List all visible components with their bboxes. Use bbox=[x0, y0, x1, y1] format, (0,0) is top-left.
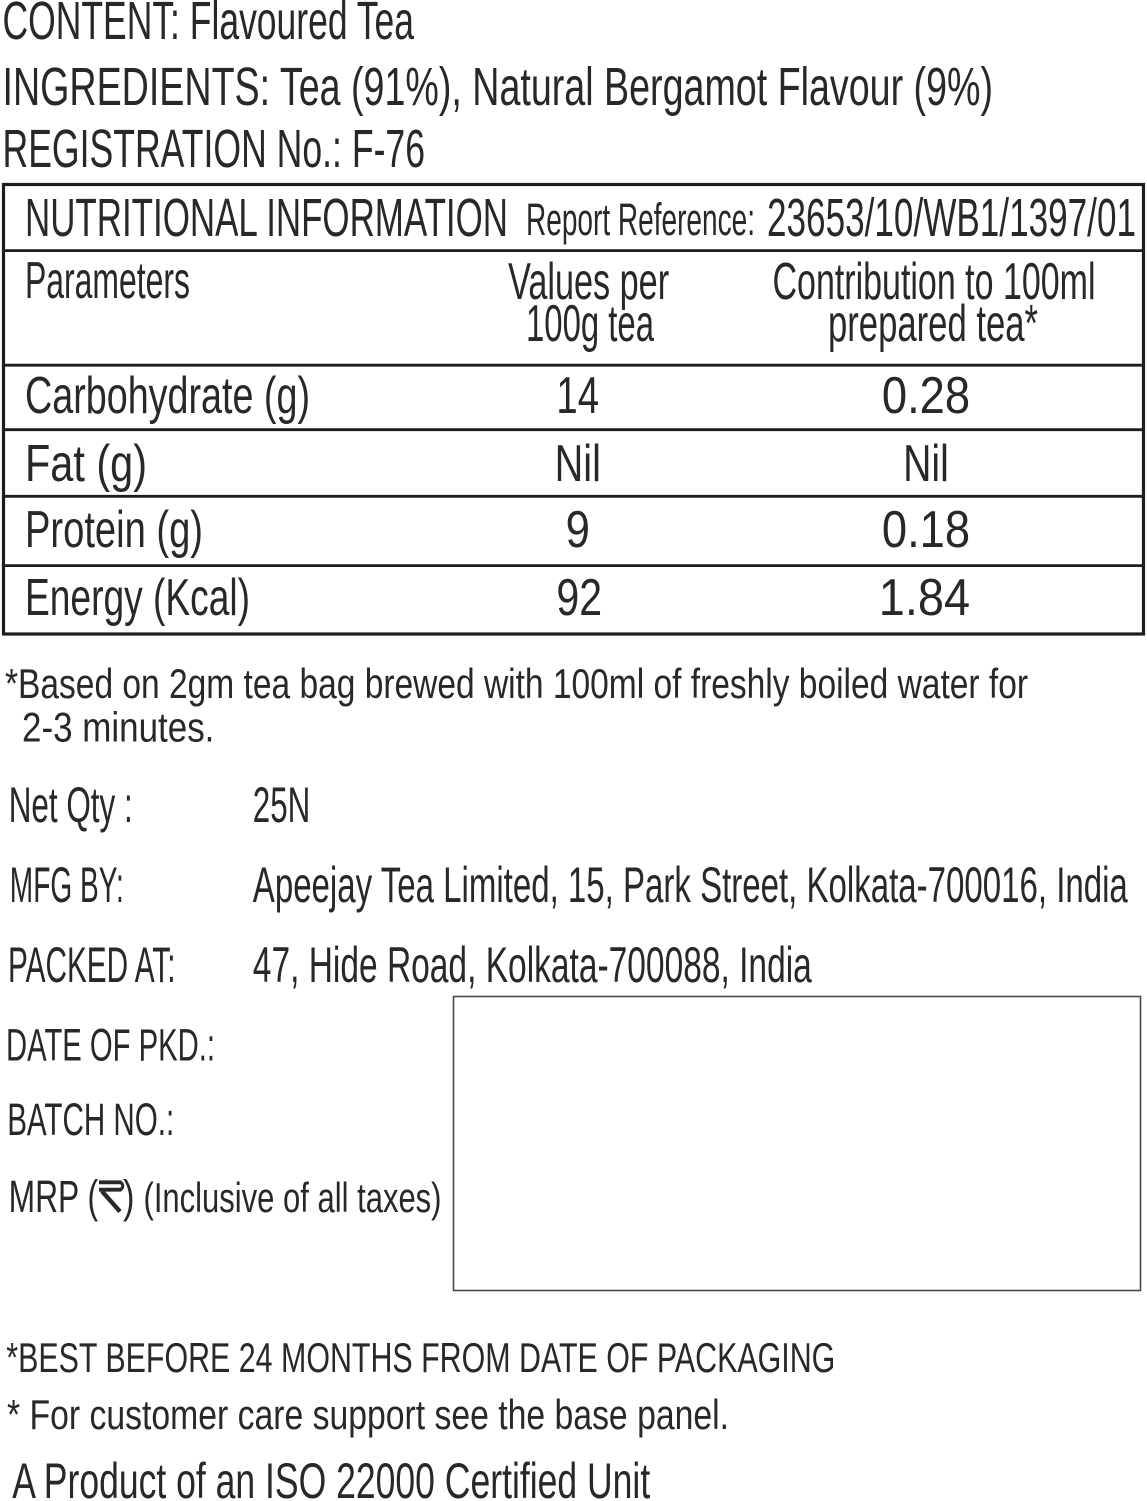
svg-text:9: 9 bbox=[566, 501, 590, 559]
svg-text:REGISTRATION No.: F-76: REGISTRATION No.: F-76 bbox=[3, 120, 426, 179]
svg-text:A Product of an ISO 22000 Cert: A Product of an ISO 22000 Certified Unit bbox=[12, 1453, 650, 1501]
svg-text:CONTENT: Flavoured Tea: CONTENT: Flavoured Tea bbox=[3, 0, 415, 51]
svg-text:Protein (g): Protein (g) bbox=[25, 501, 203, 559]
svg-text:92: 92 bbox=[556, 569, 602, 627]
svg-text:1.84: 1.84 bbox=[879, 569, 970, 627]
svg-text:Fat (g): Fat (g) bbox=[25, 435, 147, 493]
svg-text:2-3 minutes.: 2-3 minutes. bbox=[22, 704, 214, 751]
svg-text:Carbohydrate (g): Carbohydrate (g) bbox=[25, 367, 310, 425]
svg-text:DATE OF PKD.:: DATE OF PKD.: bbox=[6, 1019, 215, 1070]
svg-text:): ) bbox=[123, 1171, 135, 1222]
svg-text:0.28: 0.28 bbox=[882, 367, 970, 425]
svg-text:25N: 25N bbox=[253, 777, 310, 833]
svg-text:Parameters: Parameters bbox=[25, 252, 190, 310]
svg-text:BATCH NO.:: BATCH NO.: bbox=[7, 1094, 174, 1145]
svg-text:prepared tea*: prepared tea* bbox=[828, 295, 1038, 353]
svg-text:INGREDIENTS: Tea (91%), Natura: INGREDIENTS: Tea (91%), Natural Bergamot… bbox=[3, 58, 994, 117]
svg-text:0.18: 0.18 bbox=[882, 501, 970, 559]
svg-text:(Inclusive of all taxes): (Inclusive of all taxes) bbox=[144, 1174, 442, 1221]
svg-text:MRP (: MRP ( bbox=[9, 1171, 99, 1222]
svg-text:100g tea: 100g tea bbox=[526, 295, 654, 353]
svg-text:*Based on 2gm tea bag brewed w: *Based on 2gm tea bag brewed with 100ml … bbox=[5, 660, 1028, 707]
svg-text:Nil: Nil bbox=[903, 435, 949, 493]
svg-text:Contribution to 100ml: Contribution to 100ml bbox=[773, 253, 1096, 311]
svg-text:Nil: Nil bbox=[555, 435, 601, 493]
svg-text:23653/10/WB1/1397/01: 23653/10/WB1/1397/01 bbox=[767, 188, 1136, 248]
svg-text:PACKED AT:: PACKED AT: bbox=[8, 937, 176, 993]
svg-text:Net Qty :: Net Qty : bbox=[9, 777, 133, 833]
svg-text:Report Reference:: Report Reference: bbox=[526, 194, 755, 245]
svg-text:NUTRITIONAL INFORMATION: NUTRITIONAL INFORMATION bbox=[25, 189, 508, 248]
svg-text:*BEST BEFORE 24 MONTHS FROM DA: *BEST BEFORE 24 MONTHS FROM DATE OF PACK… bbox=[6, 1334, 835, 1381]
svg-text:Values per: Values per bbox=[508, 253, 669, 311]
svg-text:* For customer care support se: * For customer care support see the base… bbox=[7, 1391, 729, 1438]
svg-text:MFG BY:: MFG BY: bbox=[10, 857, 124, 913]
svg-text:14: 14 bbox=[556, 367, 599, 425]
svg-text:47, Hide Road, Kolkata-700088,: 47, Hide Road, Kolkata-700088, India bbox=[253, 937, 812, 993]
svg-text:Energy (Kcal): Energy (Kcal) bbox=[25, 569, 250, 627]
svg-text:Apeejay Tea Limited, 15, Park: Apeejay Tea Limited, 15, Park Street, Ko… bbox=[253, 857, 1128, 913]
